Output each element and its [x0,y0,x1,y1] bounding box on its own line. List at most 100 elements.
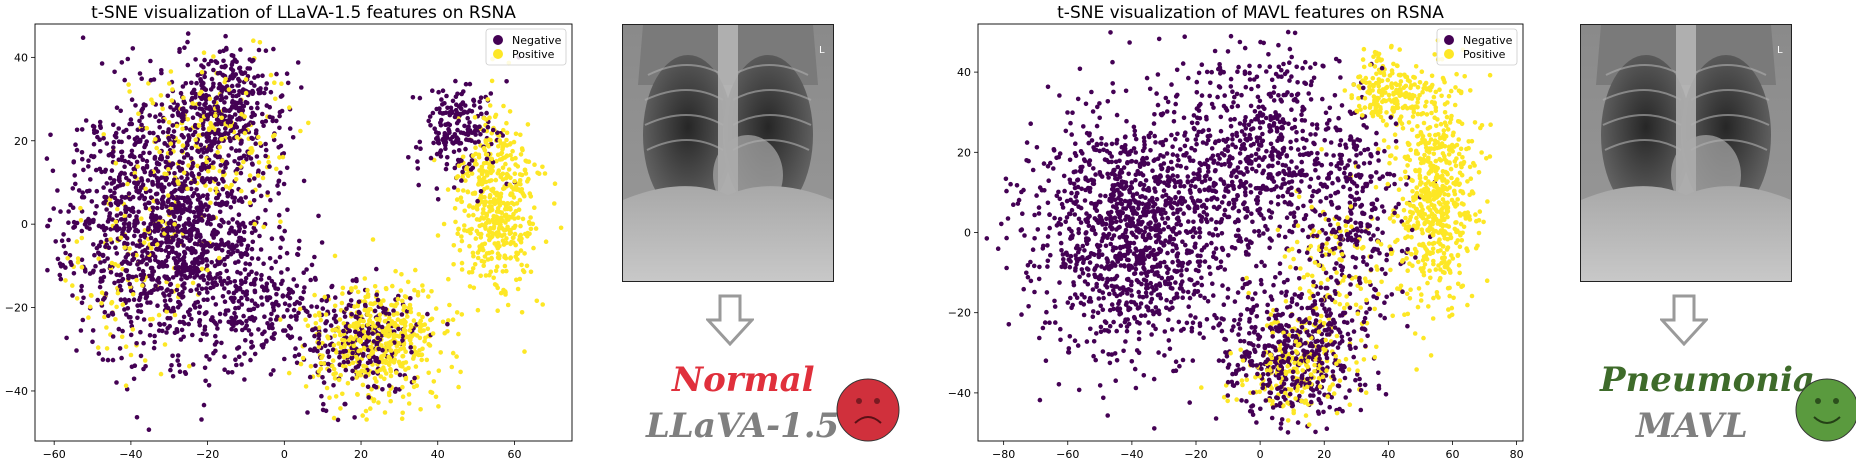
point-positive [473,145,478,150]
point-negative [217,70,223,76]
point-negative [312,333,317,339]
point-negative [279,270,284,275]
point-positive [255,173,261,178]
point-negative [267,325,272,331]
point-negative [269,311,274,317]
point-negative [295,60,301,65]
point-negative [243,261,248,266]
point-positive [408,324,414,330]
point-positive [273,96,278,102]
point-positive [495,234,501,239]
point-positive [365,322,371,328]
point-negative [111,139,117,145]
point-positive [472,262,478,267]
point-negative [262,90,267,96]
point-negative [166,209,171,214]
point-negative [206,204,211,209]
point-positive [540,164,545,170]
point-negative [195,111,200,117]
point-positive [395,317,401,322]
point-positive [494,264,500,270]
point-negative [226,220,231,225]
point-negative [152,238,157,244]
point-negative [1115,164,1121,170]
point-negative [186,216,191,222]
point-negative [140,268,146,274]
point-positive [422,339,427,344]
point-negative [297,301,303,306]
point-positive [424,357,430,363]
point-positive [65,255,70,261]
point-negative [228,205,234,210]
point-positive [363,408,369,414]
point-negative [296,246,302,251]
point-negative [122,242,127,247]
point-negative [176,292,182,297]
point-negative [113,134,119,140]
point-positive [400,410,406,416]
point-positive [1445,214,1450,220]
point-negative [1268,141,1274,147]
point-negative [213,275,218,281]
point-negative [91,242,96,247]
point-negative [204,105,209,111]
point-negative [89,199,95,204]
point-negative [294,360,300,366]
point-negative [217,311,223,317]
point-negative [1032,212,1037,218]
point-positive [1257,389,1262,395]
point-negative [131,209,136,215]
point-negative [83,118,89,123]
point-negative [188,288,194,293]
point-positive [334,350,339,355]
point-positive [247,173,253,178]
point-negative [1083,101,1089,107]
point-negative [277,125,282,131]
point-negative [174,270,179,276]
point-negative [118,108,123,114]
point-negative [230,93,236,99]
point-positive [525,179,530,184]
point-positive [491,275,497,281]
point-negative [160,118,166,124]
point-negative [169,288,174,294]
point-negative [430,88,435,93]
point-positive [352,304,357,309]
chart-llava: t-SNE visualization of LLaVA-1.5 feature… [5,3,573,461]
point-negative [311,348,316,353]
point-negative [1231,201,1237,206]
point-positive [114,304,119,310]
point-negative [156,221,161,227]
point-negative [316,340,322,346]
point-negative [156,264,162,270]
point-negative [105,357,111,363]
point-negative [1149,332,1154,337]
point-positive [162,342,168,347]
point-negative [417,95,423,101]
point-positive [166,120,172,125]
point-negative [269,335,275,340]
point-negative [218,278,224,284]
point-negative [213,333,218,339]
point-negative [1141,373,1147,378]
point-negative [187,127,193,132]
point-positive [517,276,523,282]
y-tick-label: −40 [5,385,28,398]
point-negative [1090,225,1096,230]
point-negative [166,162,171,167]
point-negative [222,286,227,291]
point-negative [141,150,146,156]
point-positive [175,283,181,289]
point-negative [307,374,313,380]
point-negative [232,229,237,234]
point-negative [50,168,56,174]
point-positive [169,98,175,103]
point-negative [122,164,127,169]
point-negative [224,268,229,274]
point-negative [198,142,204,148]
point-positive [162,171,167,177]
point-negative [1150,168,1155,173]
point-negative [222,64,227,70]
point-negative [281,314,287,319]
point-negative [83,269,88,274]
